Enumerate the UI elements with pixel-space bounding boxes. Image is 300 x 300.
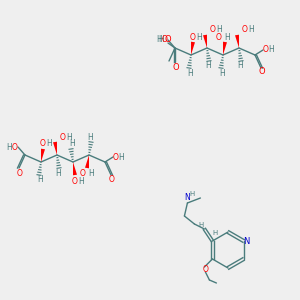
Text: H: H [219,68,225,77]
Text: H: H [88,169,94,178]
Polygon shape [73,162,77,175]
Text: H: H [224,32,230,41]
Text: H: H [248,26,254,34]
Polygon shape [191,42,195,55]
Text: O: O [113,152,119,161]
Text: H: H [87,133,93,142]
Text: H: H [205,61,211,70]
Polygon shape [53,142,57,155]
Text: O: O [162,35,168,44]
Text: H: H [187,68,193,77]
Text: H: H [158,35,164,44]
Text: O: O [216,32,222,41]
Text: H: H [216,26,222,34]
Polygon shape [203,35,207,48]
Text: O: O [210,26,216,34]
Text: H: H [6,142,12,152]
Text: O: O [109,176,115,184]
Text: H: H [196,32,202,41]
Text: H: H [55,169,61,178]
Text: H: H [66,133,72,142]
Text: O: O [80,169,86,178]
Text: H: H [46,140,52,148]
Text: O: O [17,169,23,178]
Text: O: O [259,68,265,76]
Text: O: O [165,34,171,43]
Text: O: O [60,133,66,142]
Text: N: N [243,236,250,245]
Text: H: H [213,230,218,236]
Text: H: H [37,176,43,184]
Polygon shape [41,149,45,162]
Polygon shape [235,35,239,48]
Text: O: O [40,140,46,148]
Polygon shape [223,42,227,55]
Text: H: H [78,176,84,185]
Text: O: O [263,46,269,55]
Text: O: O [173,62,179,71]
Text: H: H [199,222,204,228]
Text: H: H [118,152,124,161]
Text: H: H [156,35,162,44]
Text: N: N [184,194,190,202]
Text: O: O [190,32,196,41]
Text: H: H [237,61,243,70]
Text: H: H [69,140,75,148]
Text: O: O [12,142,18,152]
Text: H: H [190,191,195,197]
Text: O: O [242,26,248,34]
Polygon shape [85,155,89,168]
Text: O: O [202,266,208,274]
Text: H: H [268,46,274,55]
Text: O: O [72,176,78,185]
